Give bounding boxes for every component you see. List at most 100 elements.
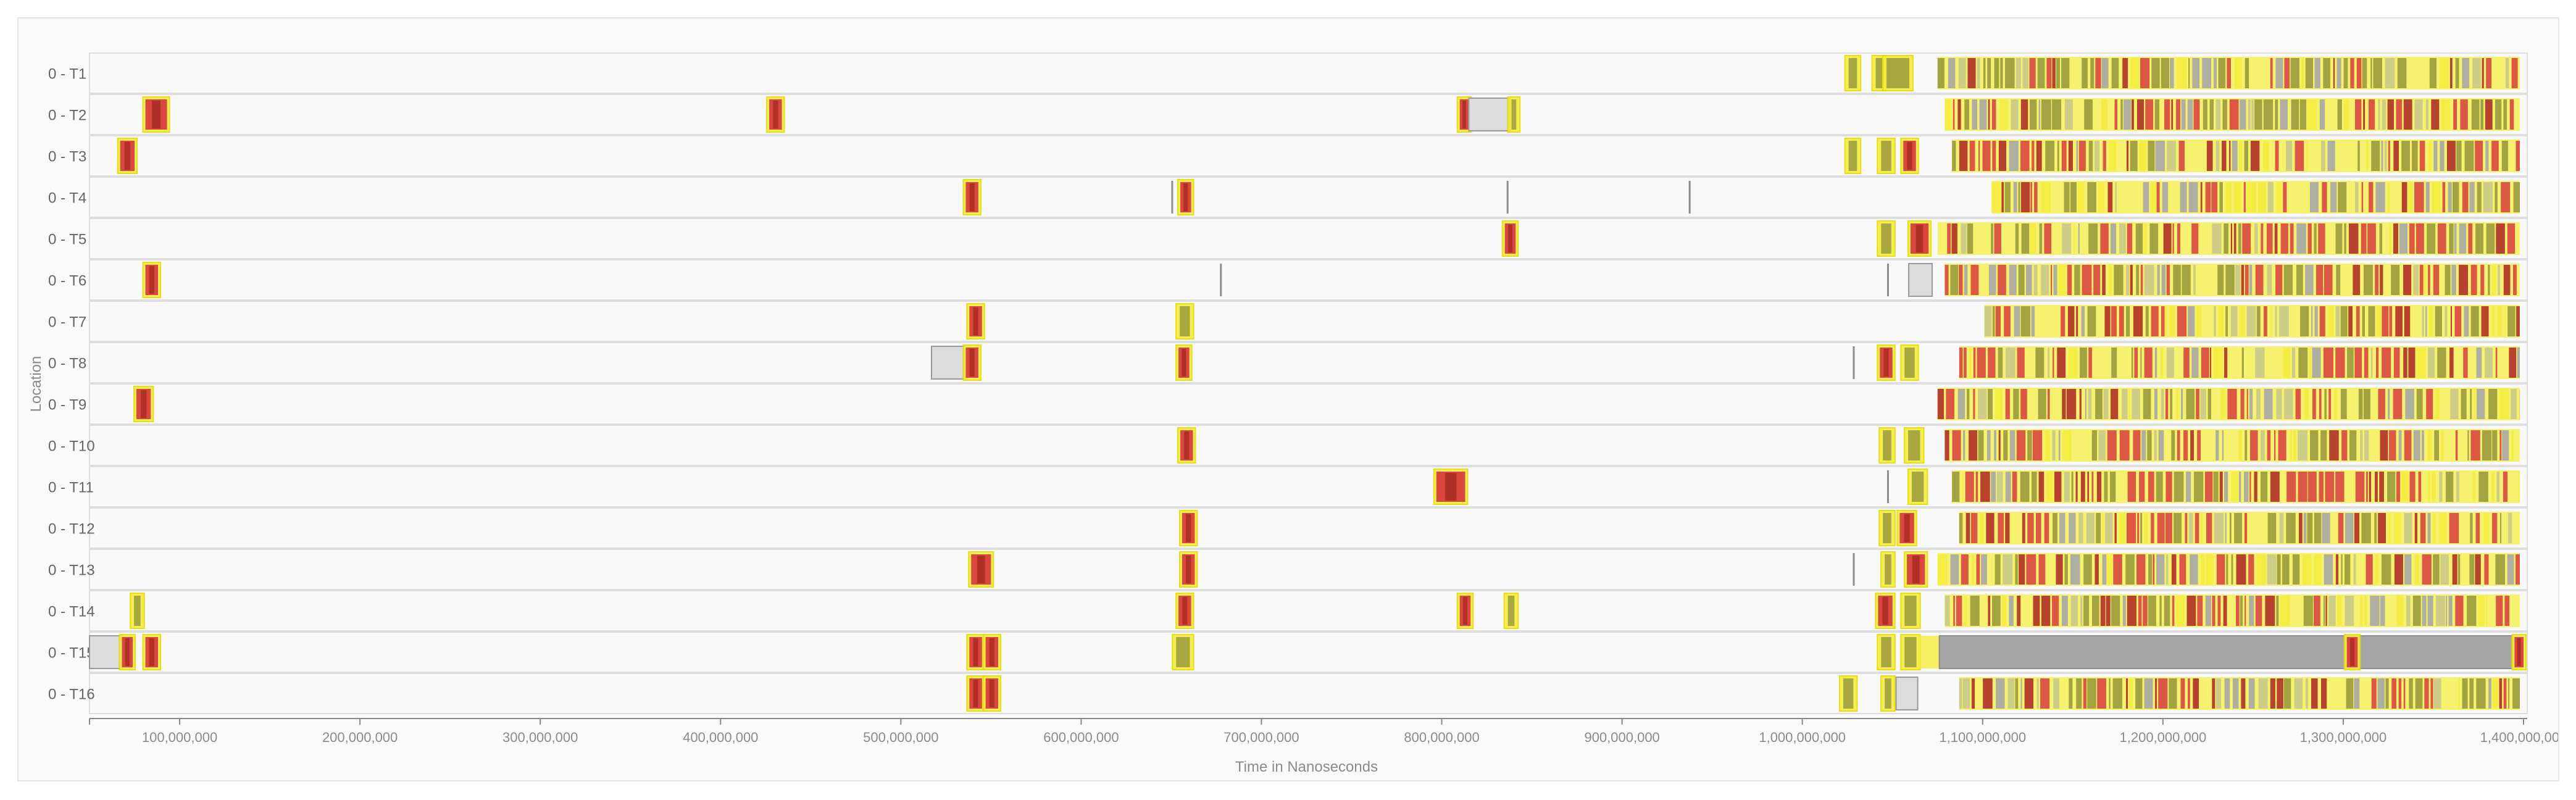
dense-bar — [2328, 596, 2336, 626]
dense-bar — [2178, 141, 2185, 171]
dense-bar — [2020, 306, 2030, 336]
dense-bar — [2249, 389, 2253, 419]
dense-bar — [1952, 430, 1961, 460]
event-core-dark — [124, 142, 131, 170]
dense-bar — [1977, 348, 1986, 378]
dense-bar — [1970, 596, 1980, 626]
dense-bar — [2020, 99, 2028, 130]
dense-backdrop — [1937, 553, 2520, 586]
dense-bar — [1965, 472, 1974, 502]
dense-bar — [2217, 596, 2221, 626]
dense-bar — [2009, 265, 2017, 295]
dense-bar — [2030, 182, 2032, 212]
dense-bar — [2328, 306, 2334, 336]
dense-bar — [2149, 223, 2159, 254]
dense-bar — [2431, 99, 2440, 130]
dense-bar — [2401, 182, 2407, 212]
dense-bar — [2032, 430, 2043, 460]
dense-events-lane-9 — [1937, 388, 2520, 420]
event-core — [1848, 58, 1857, 88]
dense-bar — [2261, 223, 2264, 254]
dense-bar — [2225, 306, 2228, 336]
dense-bar — [2193, 99, 2200, 130]
dense-bar — [1953, 596, 1955, 626]
dense-bar — [2435, 306, 2442, 336]
event-core-dark — [1904, 514, 1910, 542]
dense-bar — [2428, 306, 2433, 336]
dense-bar — [2470, 265, 2477, 295]
dense-bar — [2346, 678, 2354, 709]
dense-bar — [2143, 596, 2148, 626]
dense-bar — [2140, 58, 2150, 88]
dense-bar — [2491, 306, 2495, 336]
dense-bar — [2357, 141, 2360, 171]
dense-bar — [2144, 678, 2153, 709]
dense-bar — [2248, 99, 2251, 130]
dense-bar — [1991, 99, 1996, 130]
dense-bar — [2190, 554, 2198, 585]
event-lane-11 — [1886, 470, 1889, 503]
dense-bar — [2104, 306, 2111, 336]
dense-bar — [2249, 265, 2253, 295]
dense-bar — [2504, 306, 2506, 336]
dense-bar — [2470, 513, 2473, 543]
dense-bar — [2414, 554, 2419, 585]
dense-backdrop — [1945, 594, 2520, 627]
dense-bar — [2165, 554, 2169, 585]
dense-bar — [2130, 58, 2140, 88]
dense-bar — [2432, 472, 2436, 502]
dense-bar — [2095, 554, 2099, 585]
dense-bar — [2161, 389, 2164, 419]
dense-bar — [2044, 223, 2052, 254]
dense-bar — [2275, 99, 2278, 130]
dense-bar — [2106, 596, 2111, 626]
event-core-dark — [1182, 349, 1186, 377]
dense-bar — [2305, 58, 2314, 88]
dense-bar — [2270, 678, 2275, 709]
dense-bar — [2354, 513, 2360, 543]
event-lane-13 — [1880, 551, 1896, 588]
dense-bar — [2470, 389, 2472, 419]
dense-bar — [2009, 430, 2015, 460]
dense-bar — [1996, 472, 2003, 502]
dense-bar — [2107, 430, 2117, 460]
dense-bar — [2438, 223, 2446, 254]
event-lane-4 — [1177, 179, 1194, 215]
dense-bar — [2413, 430, 2420, 460]
dense-bar — [2068, 141, 2073, 171]
event-core — [1511, 99, 1517, 130]
dense-bar — [2075, 472, 2078, 502]
dense-bar — [2462, 182, 2469, 212]
dense-bar — [2169, 678, 2177, 709]
dense-bar — [2330, 182, 2337, 212]
dense-bar — [2036, 678, 2039, 709]
dense-bar — [2194, 472, 2204, 502]
dense-bar — [2125, 554, 2135, 585]
dense-bar — [2249, 596, 2254, 626]
dense-bar — [2516, 141, 2520, 171]
dense-bar — [2341, 554, 2343, 585]
dense-bar — [2011, 99, 2019, 130]
event-core — [1904, 596, 1917, 626]
dense-bar — [2425, 99, 2428, 130]
dense-bar — [2455, 58, 2459, 88]
dense-bar — [2427, 513, 2431, 543]
dense-bar — [2143, 223, 2147, 254]
dense-bar — [2476, 678, 2486, 709]
dense-bar — [2172, 223, 2174, 254]
dense-bar — [2176, 596, 2185, 626]
dense-bar — [2096, 472, 2102, 502]
dense-bar — [2477, 182, 2482, 212]
event-core-dark — [1508, 225, 1513, 252]
dense-bar — [2185, 513, 2188, 543]
dense-bar — [2446, 141, 2456, 171]
dense-bar — [1998, 348, 2003, 378]
dense-bar — [2074, 223, 2075, 254]
dense-bar — [2408, 348, 2416, 378]
dense-bar — [2195, 513, 2199, 543]
dense-bar — [2304, 389, 2309, 419]
dense-bar — [2170, 58, 2174, 88]
event-lane-16 — [966, 675, 985, 712]
dense-bar — [2283, 265, 2293, 295]
dense-bar — [2201, 513, 2203, 543]
